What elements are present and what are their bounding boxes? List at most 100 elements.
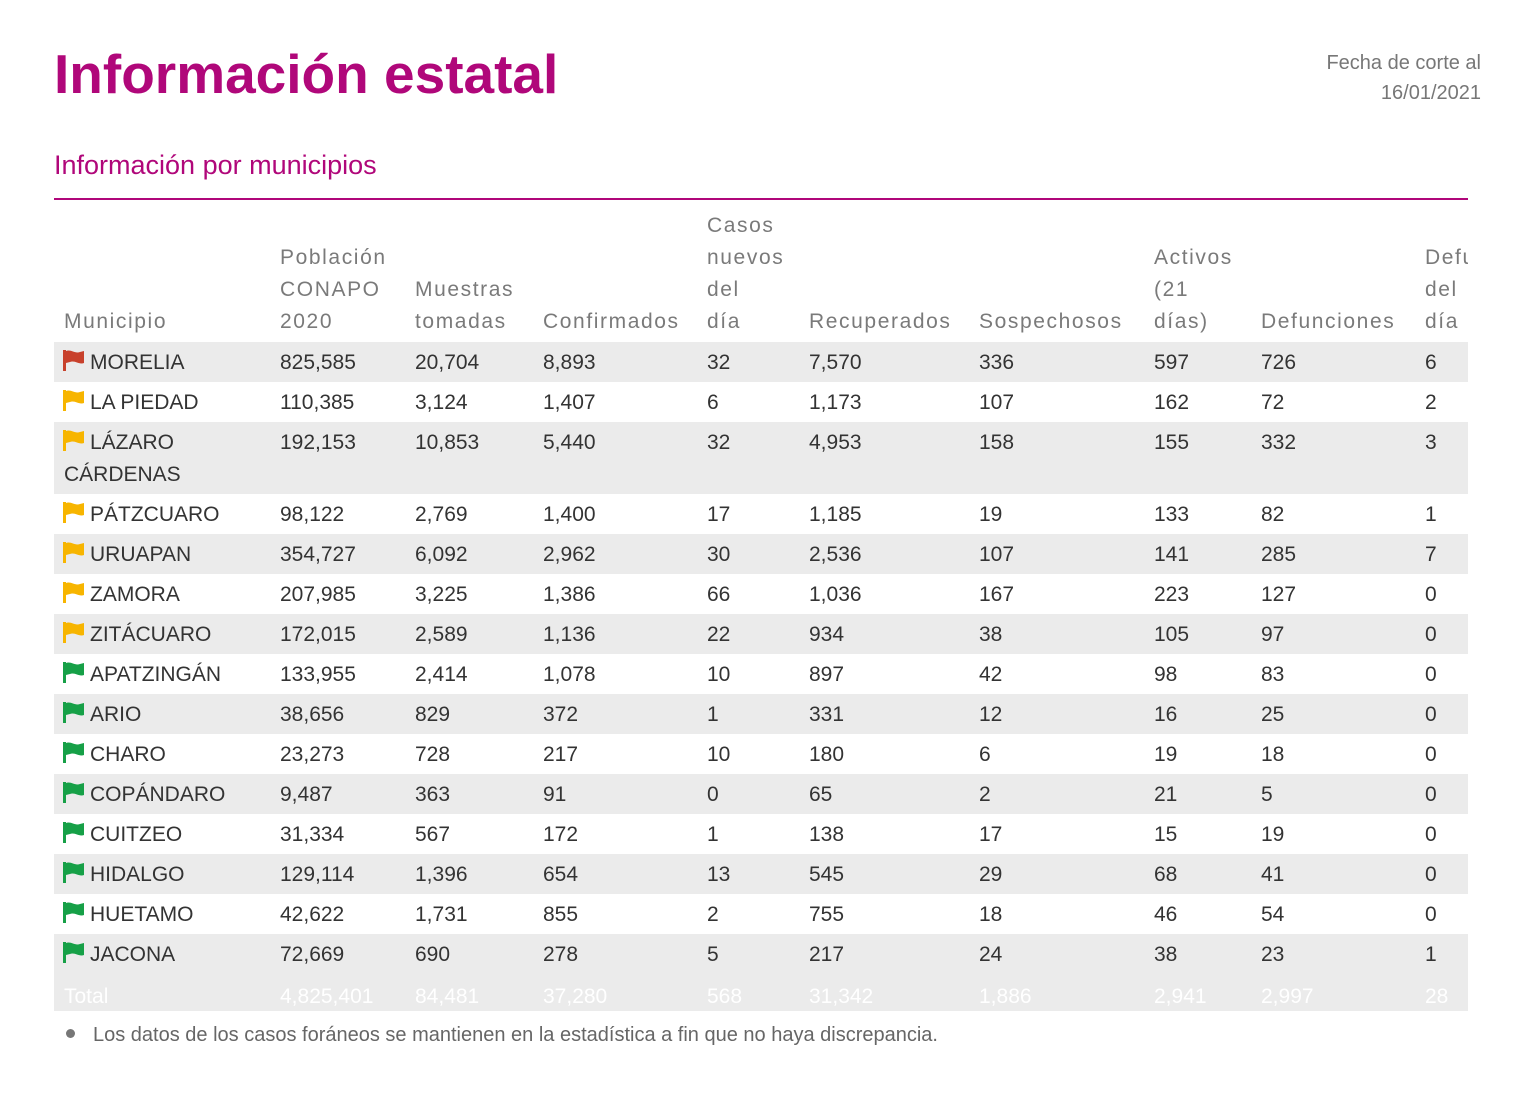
section-title: Información por municipios [54, 150, 377, 180]
value-cell: 3,225 [415, 583, 468, 606]
total-row: Total 4,825,401 84,481 37,280 568 31,342 1,886… [54, 972, 1468, 1011]
value-cell: 6 [1425, 351, 1437, 374]
flag-part [66, 390, 84, 404]
municipality-name: LÁZARO CÁRDENAS [64, 431, 181, 486]
flag-part [63, 822, 66, 843]
value-cell: 1,185 [809, 503, 862, 526]
status-flag [63, 502, 84, 523]
table-scroll[interactable]: Municipio Población CONAPO 2020 Muestras t… [54, 210, 1468, 972]
value-cell: 10 [707, 663, 731, 686]
value-cell: 2 [707, 903, 719, 926]
table-row: PÁTZCUARO 98,122 2,769 1,400 17 1,185 19 133 82 1 [54, 494, 1468, 534]
column-header[interactable]: Muestras tomadas [415, 278, 515, 333]
value-cell: 41 [1261, 863, 1285, 886]
date-line: 16/01/2021 [1380, 82, 1481, 104]
value-cell: 331 [809, 703, 845, 726]
flag-part [63, 902, 66, 923]
total-cell: 2,997 [1261, 985, 1314, 1008]
value-cell: 38 [1154, 943, 1178, 966]
table-row: CHARO 23,273 728 217 10 180 6 19 18 0 [54, 734, 1468, 774]
column-header[interactable]: Casos nuevos del día [707, 214, 785, 333]
flag-part [66, 662, 84, 676]
value-cell: 363 [415, 783, 451, 806]
status-flag [63, 390, 84, 411]
status-flag [63, 430, 84, 451]
municipality-name: CUITZEO [90, 823, 183, 846]
value-cell: 3 [1425, 431, 1437, 454]
value-cell: 3,124 [415, 391, 468, 414]
value-cell: 18 [979, 903, 1003, 926]
municipality-name: ZITÁCUARO [90, 623, 212, 646]
municipality-cell: CHARO [54, 734, 270, 774]
status-flag [63, 822, 84, 843]
value-cell: 2 [1425, 391, 1437, 414]
municipality-cell: URUAPAN [54, 534, 270, 574]
value-cell: 2,414 [415, 663, 468, 686]
value-cell: 0 [1425, 823, 1437, 846]
status-flag [63, 702, 84, 723]
value-cell: 1,036 [809, 583, 862, 606]
status-flag [63, 902, 84, 923]
total-cell: 28 [1425, 985, 1449, 1008]
value-cell: 1,078 [543, 663, 596, 686]
value-cell: 934 [809, 623, 845, 646]
column-header[interactable]: Defunciones [1261, 310, 1396, 333]
table-row: APATZINGÁN 133,955 2,414 1,078 10 897 42 98 83 0 [54, 654, 1468, 694]
value-cell: 107 [979, 543, 1015, 566]
value-cell: 285 [1261, 543, 1297, 566]
flag-part [66, 502, 84, 516]
total-cell: 1,886 [979, 985, 1032, 1008]
table-row: HUETAMO 42,622 1,731 855 2 755 18 46 54 0 [54, 894, 1468, 934]
municipality-name: MORELIA [90, 351, 185, 374]
value-cell: 1,731 [415, 903, 468, 926]
municipality-cell: PÁTZCUARO [54, 494, 270, 534]
value-cell: 654 [543, 863, 579, 886]
value-cell: 0 [707, 783, 719, 806]
municipality-name: ZAMORA [90, 583, 180, 606]
value-cell: 1,400 [543, 503, 596, 526]
value-cell: 10,853 [415, 431, 480, 454]
flag-part [66, 822, 84, 836]
column-header[interactable]: Defunciones del día [1425, 246, 1468, 333]
value-cell: 83 [1261, 663, 1285, 686]
value-cell: 0 [1425, 903, 1437, 926]
municipality-table: Municipio Población CONAPO 2020 Muestras t… [54, 210, 1468, 972]
value-cell: 855 [543, 903, 579, 926]
value-cell: 54 [1261, 903, 1285, 926]
value-cell: 46 [1154, 903, 1178, 926]
value-cell: 25 [1261, 703, 1285, 726]
table-row: CUITZEO 31,334 567 172 1 138 17 15 19 0 [54, 814, 1468, 854]
value-cell: 172 [543, 823, 579, 846]
municipality-cell: HIDALGO [54, 854, 270, 894]
value-cell: 68 [1154, 863, 1178, 886]
table-row: ZAMORA 207,985 3,225 1,386 66 1,036 167 223 127 0 [54, 574, 1468, 614]
column-header[interactable]: Municipio [64, 310, 168, 333]
status-flag [63, 582, 84, 603]
column-header[interactable]: Activos (21 días) [1154, 246, 1233, 333]
value-cell: 372 [543, 703, 579, 726]
status-flag [63, 942, 84, 963]
value-cell: 17 [979, 823, 1003, 846]
value-cell: 2,589 [415, 623, 468, 646]
column-header[interactable]: Población CONAPO 2020 [280, 246, 387, 333]
value-cell: 133 [1154, 503, 1190, 526]
column-header[interactable]: Recuperados [809, 310, 952, 333]
value-cell: 138 [809, 823, 845, 846]
value-cell: 9,487 [280, 783, 333, 806]
bullet [66, 1029, 75, 1038]
value-cell: 207,985 [280, 583, 356, 606]
column-header[interactable]: Confirmados [543, 310, 680, 333]
value-cell: 72 [1261, 391, 1285, 414]
status-flag [63, 350, 84, 371]
value-cell: 6 [979, 743, 991, 766]
flag-part [66, 942, 84, 956]
value-cell: 0 [1425, 863, 1437, 886]
value-cell: 22 [707, 623, 731, 646]
column-header[interactable]: Sospechosos [979, 310, 1123, 333]
value-cell: 172,015 [280, 623, 356, 646]
value-cell: 1 [707, 823, 719, 846]
value-cell: 0 [1425, 743, 1437, 766]
total-bar: Total 4,825,401 84,481 37,280 568 31,342 1,886… [54, 972, 1468, 1011]
municipality-name: LA PIEDAD [90, 391, 199, 414]
